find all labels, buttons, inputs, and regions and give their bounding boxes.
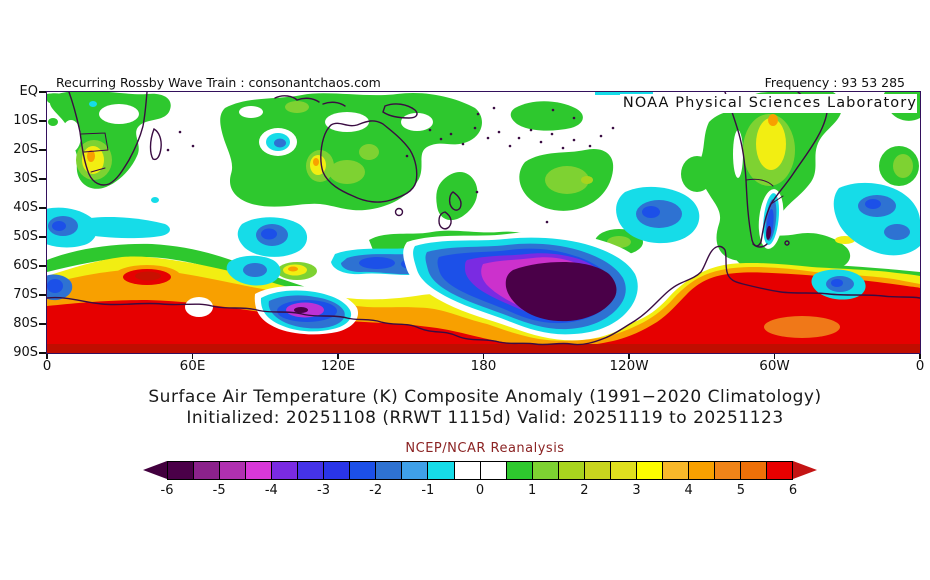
lon-tick-label: 120E bbox=[320, 358, 356, 374]
lat-tick-mark bbox=[39, 294, 46, 296]
colorbar-segment bbox=[454, 462, 481, 479]
agency-overlay: NOAA Physical Sciences Laboratory bbox=[620, 94, 917, 113]
lat-tick-label: 50S bbox=[13, 229, 38, 244]
lon-tick-label: 120W bbox=[609, 358, 649, 374]
colorbar-segment bbox=[532, 462, 559, 479]
colorbar-label: 2 bbox=[580, 483, 589, 498]
site-caption: Recurring Rossby Wave Train : consonantc… bbox=[56, 75, 381, 90]
ross-amundsen-cold-cell bbox=[403, 231, 650, 341]
colorbar-label: -6 bbox=[160, 483, 174, 498]
lat-tick-mark bbox=[39, 352, 46, 354]
anomaly-colorbar bbox=[143, 461, 817, 480]
lat-tick-label: 70S bbox=[13, 287, 38, 302]
colorbar-segment bbox=[168, 462, 195, 479]
lat-tick-label: 40S bbox=[13, 200, 38, 215]
colorbar-segment bbox=[662, 462, 689, 479]
colorbar-segment bbox=[506, 462, 533, 479]
lat-tick-label: 10S bbox=[13, 113, 38, 128]
lon-tick-mark bbox=[482, 353, 485, 359]
colorbar-segment bbox=[480, 462, 507, 479]
colorbar-label: 6 bbox=[788, 483, 798, 498]
colorbar-segment bbox=[428, 462, 455, 479]
lat-tick-label: EQ bbox=[19, 84, 38, 99]
lat-tick-mark bbox=[39, 207, 46, 209]
colorbar-label: -1 bbox=[421, 483, 435, 498]
colorbar-label: -5 bbox=[212, 483, 226, 498]
coastlines bbox=[47, 92, 920, 346]
lat-tick-label: 90S bbox=[13, 345, 38, 360]
colorbar-segment bbox=[636, 462, 663, 479]
lat-tick-mark bbox=[39, 91, 46, 93]
anomaly-map-canvas bbox=[47, 92, 920, 353]
colorbar-segment bbox=[324, 462, 351, 479]
colorbar-label: -2 bbox=[369, 483, 383, 498]
colorbar-segment bbox=[194, 462, 221, 479]
colorbar-segment bbox=[558, 462, 585, 479]
chart-subtitle: Initialized: 20251108 (RRWT 1115d) Valid… bbox=[186, 408, 784, 428]
lat-tick-label: 30S bbox=[13, 171, 38, 186]
colorbar-label: 0 bbox=[475, 483, 485, 498]
colorbar-segment bbox=[584, 462, 611, 479]
lon-tick-label: 0 bbox=[42, 358, 52, 374]
lon-tick-mark bbox=[337, 353, 339, 359]
colorbar-segment bbox=[246, 462, 273, 479]
colorbar-segment bbox=[298, 462, 325, 479]
colorbar-segment bbox=[688, 462, 715, 479]
lon-tick-mark bbox=[628, 353, 630, 359]
lon-tick-label: 180 bbox=[470, 358, 497, 374]
colorbar-label: 1 bbox=[528, 483, 537, 498]
lat-tick-label: 60S bbox=[13, 258, 38, 273]
colorbar-segment bbox=[741, 462, 768, 479]
lat-tick-mark bbox=[39, 149, 46, 151]
colorbar-label: 4 bbox=[684, 483, 693, 498]
colorbar-segment bbox=[350, 462, 377, 479]
frequency-caption: Frequency : 93 53 285 bbox=[764, 75, 905, 90]
colorbar-label: -3 bbox=[317, 483, 330, 498]
island-dots bbox=[166, 106, 615, 224]
lat-tick-mark bbox=[39, 236, 46, 238]
colorbar-segment bbox=[610, 462, 637, 479]
colorbar-segment bbox=[376, 462, 403, 479]
lon-tick-mark bbox=[191, 353, 194, 359]
colorbar-label: -4 bbox=[264, 483, 278, 498]
lon-tick-label: 60W bbox=[759, 358, 790, 374]
lat-tick-mark bbox=[39, 323, 46, 325]
colorbar-body bbox=[167, 461, 793, 480]
lon-tick-label: 0 bbox=[915, 358, 925, 374]
colorbar-segment bbox=[220, 462, 247, 479]
patagonia-cold-streak bbox=[758, 189, 784, 249]
chart-title: Surface Air Temperature (K) Composite An… bbox=[148, 387, 822, 407]
colorbar-segment bbox=[272, 462, 299, 479]
lat-tick-mark bbox=[39, 265, 46, 267]
lat-tick-label: 20S bbox=[13, 142, 38, 157]
lat-tick-mark bbox=[39, 120, 46, 122]
colorbar-left-arrow bbox=[143, 461, 167, 479]
lon-tick-mark bbox=[919, 353, 921, 359]
dataset-credit: NCEP/NCAR Reanalysis bbox=[405, 441, 565, 456]
colorbar-labels: -6 -5 -4 -3 -2 -1 0 1 2 3 4 5 6 bbox=[161, 483, 798, 499]
colorbar-segment bbox=[767, 462, 793, 479]
colorbar-label: 5 bbox=[736, 483, 745, 498]
colorbar-segment bbox=[714, 462, 742, 479]
lon-tick-mark bbox=[773, 353, 776, 359]
lon-tick-mark bbox=[46, 353, 48, 359]
colorbar-label: 3 bbox=[632, 483, 641, 498]
colorbar-right-arrow bbox=[793, 461, 817, 479]
lon-tick-label: 60E bbox=[179, 358, 206, 374]
lat-tick-mark bbox=[39, 178, 46, 180]
lat-tick-label: 80S bbox=[13, 316, 38, 331]
colorbar-segment bbox=[402, 462, 429, 479]
